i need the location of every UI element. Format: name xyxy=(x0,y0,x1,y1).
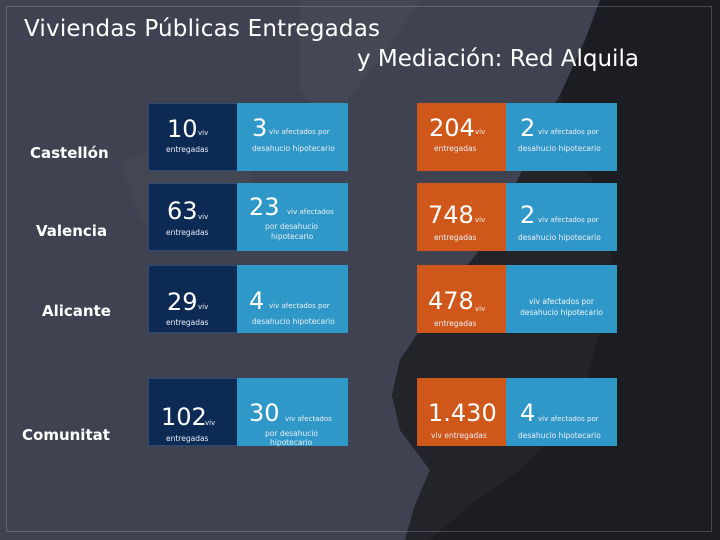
tile-unit: viv xyxy=(475,216,486,224)
tile-castellon-mediation: 3 viv afectados por desahucio hipotecari… xyxy=(237,103,348,171)
tile-valencia-mediation-2: 2 viv afectados por desahucio hipotecari… xyxy=(506,183,617,251)
title-line-1: Viviendas Públicas Entregadas xyxy=(24,16,381,42)
tile-unit: viv xyxy=(198,213,209,221)
tile-unit: viv afectados xyxy=(285,415,332,423)
tile-sub: desahucio hipotecario xyxy=(518,144,601,153)
tile-value: 2 xyxy=(520,201,536,229)
tile-unit: viv xyxy=(475,128,486,136)
tile-unit: viv xyxy=(198,303,209,311)
tile-value: 4 xyxy=(520,399,536,427)
tile-sub: viv entregadas xyxy=(431,431,487,440)
tile-value: 29 xyxy=(167,288,198,316)
slide-frame xyxy=(6,6,712,532)
tile-value: 478 xyxy=(428,287,474,315)
tile-comunitat-mediation-2: 4 viv afectados por desahucio hipotecari… xyxy=(506,378,617,446)
tile-unit: viv afectados por xyxy=(538,128,599,136)
tile-sub-1: por desahucio xyxy=(265,222,318,231)
tile-sub: desahucio hipotecario xyxy=(518,431,601,440)
tile-unit: viv xyxy=(198,129,209,137)
tile-value: 748 xyxy=(428,201,474,229)
tile-value: 102 xyxy=(161,403,207,431)
tile-valencia-mediation: 23 viv afectados por desahucio hipotecar… xyxy=(237,183,348,251)
tile-sub: entregadas xyxy=(166,434,209,443)
tile-value: 10 xyxy=(167,115,198,143)
tile-sub: entregadas xyxy=(434,233,477,242)
tile-sub: entregadas xyxy=(166,145,209,154)
tile-value: 1.430 xyxy=(428,399,497,427)
tile-sub-1: por desahucio xyxy=(265,429,318,438)
tile-value: 3 xyxy=(252,114,268,142)
tile-sub: entregadas xyxy=(166,318,209,327)
tile-unit: viv afectados por xyxy=(538,216,599,224)
tile-sub-1: viv afectados por xyxy=(529,297,594,306)
tile-sub: entregadas xyxy=(434,319,477,328)
tile-unit: viv afectados por xyxy=(538,415,599,423)
tile-alicante-mediation-2: viv afectados por desahucio hipotecario xyxy=(506,265,617,333)
tile-value: 30 xyxy=(249,399,280,427)
tile-value: 204 xyxy=(429,114,475,142)
tile-value: 23 xyxy=(249,193,280,221)
title-line-2: y Mediación: Red Alquila xyxy=(357,46,639,72)
tile-sub: desahucio hipotecario xyxy=(252,144,335,153)
row-label-castellon: Castellón xyxy=(30,144,109,162)
tile-sub: desahucio hipotecario xyxy=(518,233,601,242)
tile-alicante-mediation: 4 viv afectados por desahucio hipotecari… xyxy=(237,265,348,333)
row-label-comunitat: Comunitat xyxy=(22,426,110,444)
tile-value: 63 xyxy=(167,197,198,225)
tile-unit: viv xyxy=(475,305,486,313)
tile-sub-2: desahucio hipotecario xyxy=(520,308,603,317)
tile-sub-2: hipotecario xyxy=(271,232,314,241)
tile-sub-2: hipotecario xyxy=(270,438,313,447)
tile-value: 4 xyxy=(249,287,265,315)
tile-sub: entregadas xyxy=(434,144,477,153)
tile-castellon-mediation-2: 2 viv afectados por desahucio hipotecari… xyxy=(506,103,617,171)
tile-unit: viv afectados xyxy=(287,208,334,216)
tile-comunitat-mediation: 30 viv afectados por desahucio hipotecar… xyxy=(237,378,348,447)
tile-value: 2 xyxy=(520,114,536,142)
tile-sub: entregadas xyxy=(166,228,209,237)
row-label-valencia: Valencia xyxy=(36,222,108,240)
tile-unit: viv afectados por xyxy=(269,302,330,310)
row-label-alicante: Alicante xyxy=(42,302,111,320)
tile-unit: viv xyxy=(205,419,216,427)
tile-sub: desahucio hipotecario xyxy=(252,317,335,326)
tile-unit: viv afectados por xyxy=(269,128,330,136)
